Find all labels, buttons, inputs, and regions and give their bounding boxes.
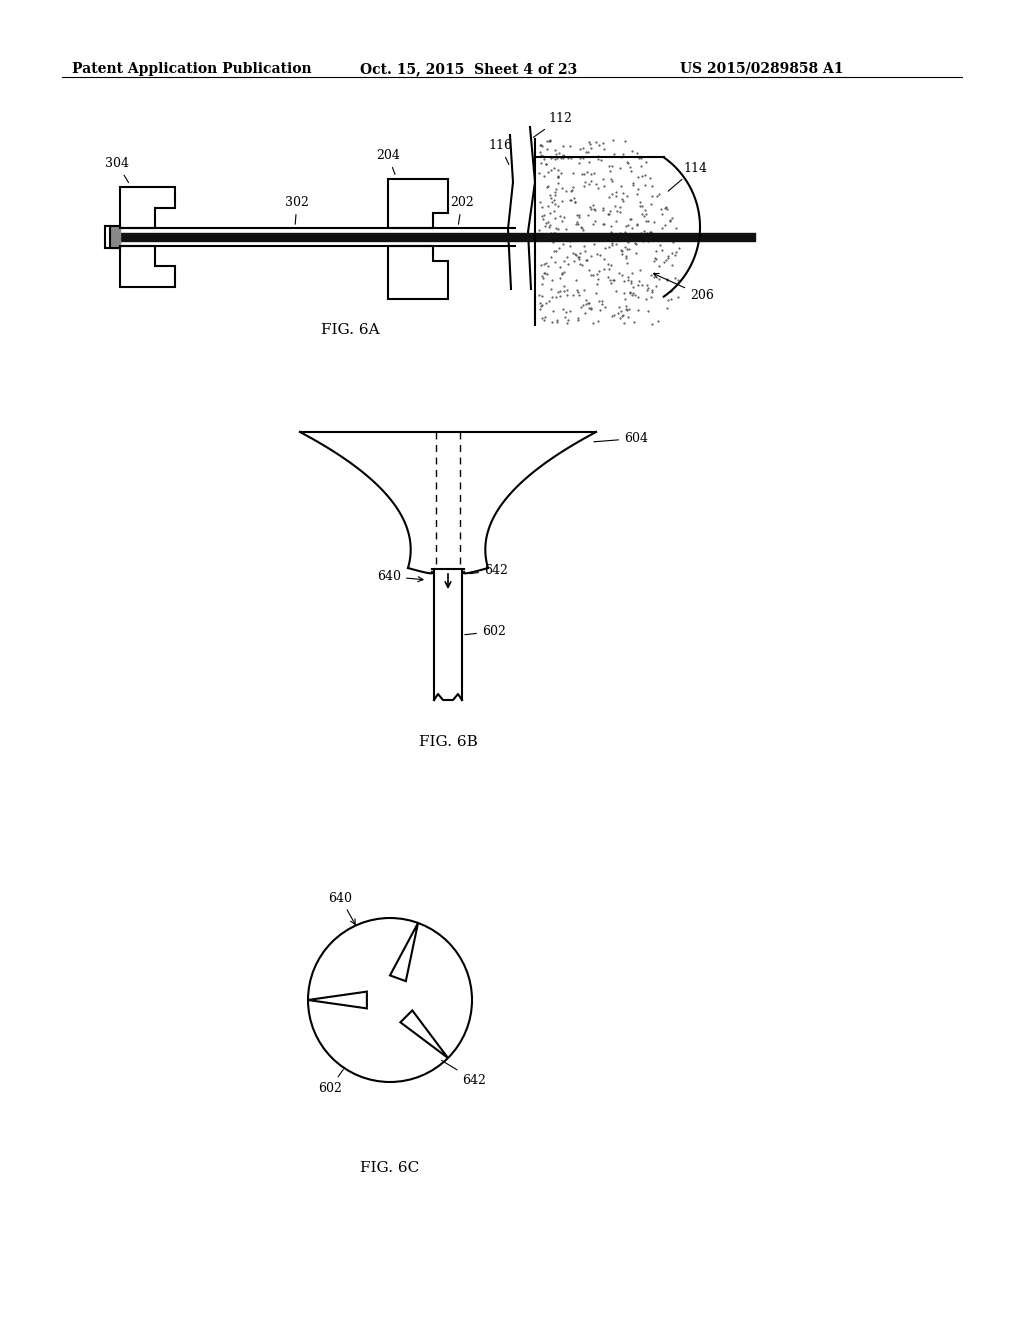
Polygon shape <box>390 923 418 981</box>
Text: 202: 202 <box>450 195 474 224</box>
Text: US 2015/0289858 A1: US 2015/0289858 A1 <box>680 62 844 77</box>
Text: 302: 302 <box>285 195 309 224</box>
Text: 604: 604 <box>594 432 648 445</box>
Text: 640: 640 <box>329 891 355 924</box>
Text: 112: 112 <box>534 112 571 137</box>
Text: 206: 206 <box>653 273 714 302</box>
Text: 116: 116 <box>488 139 512 165</box>
Text: 602: 602 <box>317 1069 343 1094</box>
Text: 204: 204 <box>376 149 400 174</box>
Text: FIG. 6C: FIG. 6C <box>360 1162 420 1175</box>
Text: 640: 640 <box>377 570 423 583</box>
Text: 304: 304 <box>105 157 129 182</box>
Text: Oct. 15, 2015  Sheet 4 of 23: Oct. 15, 2015 Sheet 4 of 23 <box>360 62 578 77</box>
Text: 602: 602 <box>465 624 506 638</box>
Text: 642: 642 <box>441 1060 486 1086</box>
Text: FIG. 6B: FIG. 6B <box>419 735 477 748</box>
Text: 642: 642 <box>470 564 508 577</box>
Polygon shape <box>400 1010 447 1059</box>
Text: FIG. 6A: FIG. 6A <box>321 323 379 337</box>
Text: Patent Application Publication: Patent Application Publication <box>72 62 311 77</box>
Text: 114: 114 <box>668 162 707 191</box>
Polygon shape <box>308 991 367 1008</box>
